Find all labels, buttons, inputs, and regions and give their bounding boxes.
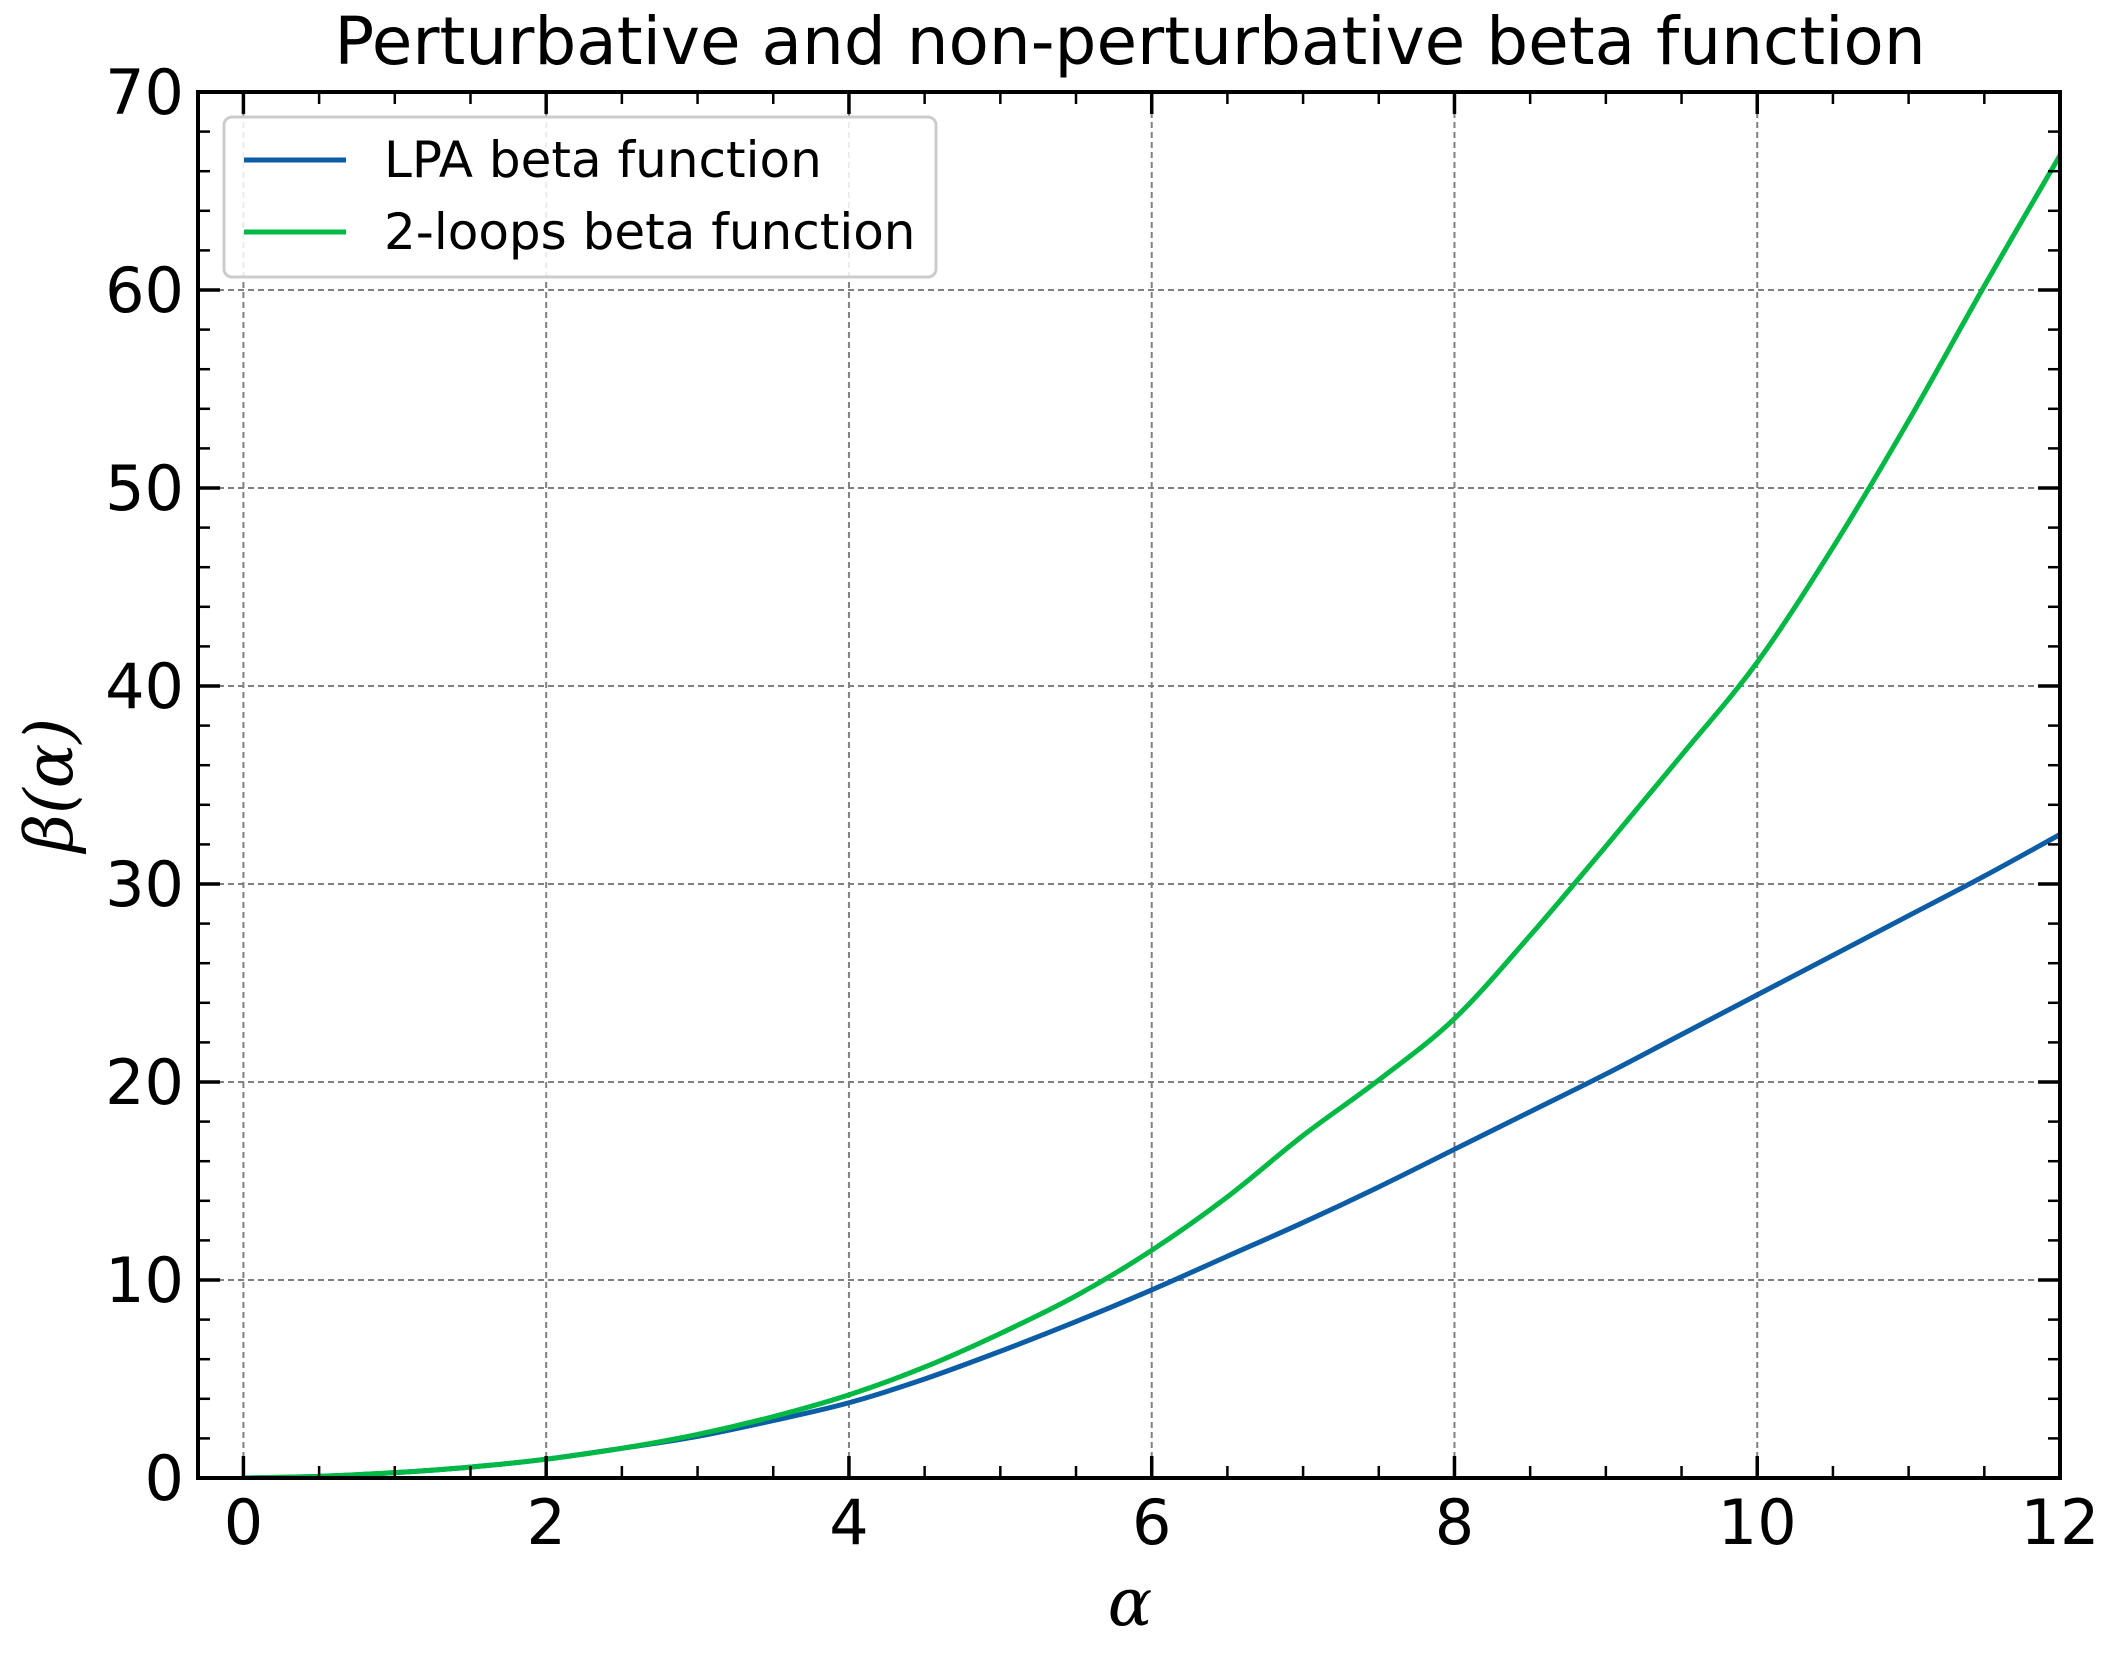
x-tick-label: 2 (526, 1486, 565, 1559)
x-tick-label: 6 (1132, 1486, 1171, 1559)
y-tick-label: 70 (105, 56, 184, 129)
x-tick-label: 10 (1718, 1486, 1797, 1559)
y-tick-label: 10 (105, 1244, 184, 1317)
grid (198, 92, 2060, 1478)
x-axis-label: α (1108, 1564, 1153, 1641)
x-tick-label: 0 (224, 1486, 263, 1559)
x-tick-label: 4 (829, 1486, 868, 1559)
x-tick-label: 12 (2021, 1486, 2100, 1559)
y-tick-label: 30 (105, 848, 184, 921)
chart-title: Perturbative and non-perturbative beta f… (334, 3, 1925, 80)
legend-label: 2-loops beta function (384, 203, 916, 261)
y-axis-label: β(α) (11, 718, 88, 855)
axis-ticks (198, 90, 2062, 1480)
x-tick-label: 8 (1435, 1486, 1474, 1559)
tick-labels: 0 2 4 6 8 10 12 0 10 20 30 40 50 60 70 (105, 56, 2099, 1559)
series-lines (243, 154, 2060, 1478)
legend: LPA beta function 2-loops beta function (222, 115, 938, 279)
legend-label: LPA beta function (384, 131, 822, 189)
y-tick-label: 20 (105, 1046, 184, 1119)
y-tick-label: 60 (105, 254, 184, 327)
series-line (243, 154, 2060, 1478)
y-tick-label: 0 (145, 1442, 184, 1515)
y-tick-label: 50 (105, 452, 184, 525)
y-tick-label: 40 (105, 650, 184, 723)
plot-frame (196, 90, 2062, 1480)
legend-box (222, 115, 938, 279)
